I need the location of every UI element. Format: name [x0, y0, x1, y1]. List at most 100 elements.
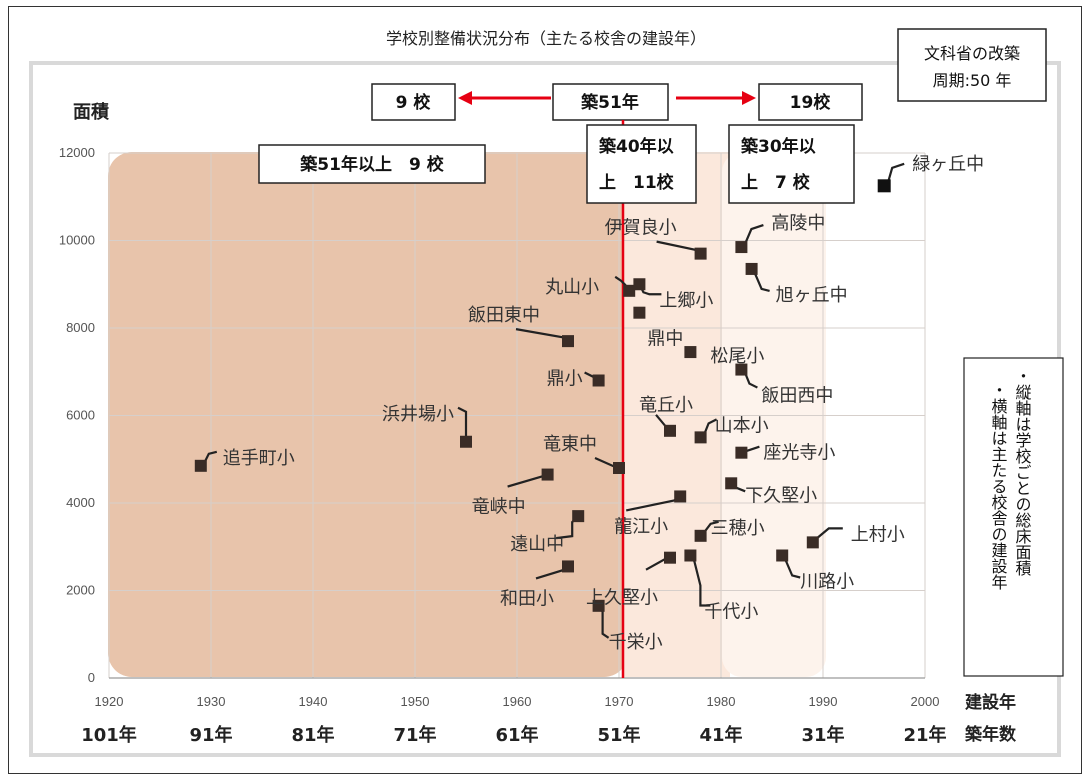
data-point-label: 竜峡中 — [472, 497, 526, 518]
data-point-label: 上郷小 — [659, 290, 713, 311]
data-point-marker — [613, 462, 625, 474]
side-note-line-1: ・縦軸は学校ごとの総床面積 — [1013, 368, 1032, 576]
y-axis-label: 面積 — [73, 101, 110, 123]
data-point-marker — [541, 468, 554, 481]
data-point-label: 飯田西中 — [761, 386, 833, 407]
data-point-marker — [694, 431, 707, 444]
data-point-label: 座光寺小 — [763, 443, 835, 464]
data-point-label: 鼎小 — [547, 369, 583, 390]
x-tick-label: 1950 — [401, 694, 430, 709]
center-age-box — [552, 83, 669, 121]
age-axis-label: 築年数 — [964, 724, 1017, 745]
center-age-text: 築51年 — [580, 92, 639, 113]
y-tick-label: 4000 — [66, 495, 95, 510]
data-point-label: 丸山小 — [545, 277, 599, 298]
x-tick-label: 1980 — [707, 694, 736, 709]
age-tick-label: 101年 — [81, 724, 137, 746]
x-tick-label: 1970 — [605, 694, 634, 709]
age-tick-label: 71年 — [393, 724, 436, 746]
data-point-label: 三穂小 — [711, 518, 765, 539]
y-tick-label: 8000 — [66, 320, 95, 335]
age-tick-label: 81年 — [291, 724, 334, 746]
x-tick-label: 1990 — [809, 694, 838, 709]
data-point-label: 竜東中 — [543, 434, 597, 455]
data-point-label: 飯田東中 — [468, 305, 540, 326]
right-count-box — [758, 83, 863, 121]
data-point-marker — [745, 262, 758, 275]
x-tick-label: 1920 — [95, 694, 124, 709]
region-40-line1: 築40年以 — [598, 136, 674, 157]
data-point-marker — [623, 284, 636, 297]
note-line-1: 文科省の改築 — [924, 44, 1020, 63]
region-51-box — [258, 144, 486, 184]
data-point-marker — [877, 179, 891, 193]
data-point-label: 松尾小 — [710, 346, 764, 367]
data-point-label: 上村小 — [851, 524, 905, 545]
left-count-text: 9 校 — [396, 92, 432, 113]
data-point-label: 山本小 — [715, 415, 769, 436]
region-51-text: 築51年以上 9 校 — [299, 154, 444, 175]
data-point-marker — [633, 278, 646, 291]
data-point-label: 伊賀良小 — [605, 218, 677, 239]
data-point-marker — [694, 247, 707, 260]
age-tick-label: 51年 — [597, 724, 640, 746]
data-point-marker — [735, 446, 748, 459]
note-line-2: 周期:50 年 — [933, 71, 1012, 90]
data-point-marker — [735, 363, 748, 376]
y-tick-label: 12000 — [59, 145, 95, 160]
data-point-marker — [633, 306, 646, 319]
age-tick-label: 21年 — [903, 724, 946, 746]
region-40-line2: 上 11校 — [599, 172, 675, 193]
side-note-box — [963, 357, 1064, 677]
data-point-label: 遠山中 — [510, 534, 564, 555]
left-count-box — [371, 83, 456, 121]
region-30-line2: 上 7 校 — [741, 172, 811, 193]
data-point-label: 緑ヶ丘中 — [912, 154, 984, 175]
data-point-label: 和田小 — [500, 588, 554, 609]
data-point-marker — [572, 510, 585, 523]
data-point-marker — [460, 435, 472, 448]
x-tick-label: 1960 — [503, 694, 532, 709]
data-point-label: 龍江小 — [614, 516, 668, 537]
region-51-plus — [108, 152, 628, 677]
data-point-label: 千栄小 — [609, 632, 663, 653]
data-point-marker — [684, 346, 697, 359]
data-point-marker — [725, 477, 738, 490]
data-point-marker — [592, 374, 605, 387]
data-point-label: 下久堅小 — [745, 485, 817, 506]
data-point-marker — [562, 560, 574, 573]
data-point-marker — [776, 549, 789, 562]
data-point-marker — [592, 599, 605, 612]
data-point-label: 追手町小 — [223, 448, 295, 469]
data-point-label: 千代小 — [704, 602, 758, 623]
region-30-line1: 築30年以 — [740, 136, 816, 157]
x-tick-label: 1940 — [299, 694, 328, 709]
note-box — [897, 28, 1047, 102]
right-arrow-head — [742, 91, 756, 105]
data-point-marker — [664, 424, 676, 437]
axis-ticks: 0 2000 4000 6000 8000 10000 12000 1920 101年 1930 9… — [59, 145, 947, 746]
data-point-label: 高陵中 — [771, 213, 825, 234]
data-point-label: 上久堅小 — [586, 588, 658, 609]
data-point-marker — [694, 529, 707, 542]
y-tick-label: 6000 — [66, 408, 95, 423]
data-point-marker — [194, 459, 207, 472]
right-count-text: 19校 — [790, 92, 832, 113]
age-tick-label: 61年 — [495, 724, 538, 746]
data-point-marker — [684, 549, 697, 562]
x-axis-label: 建設年 — [965, 692, 1016, 713]
region-30-plus — [722, 152, 826, 677]
data-point-label: 川路小 — [800, 572, 854, 593]
data-point-marker — [562, 335, 574, 348]
region-40-plus — [622, 152, 730, 677]
region-40-box — [586, 124, 697, 204]
age-tick-label: 91年 — [189, 724, 232, 746]
left-arrow-head — [458, 91, 472, 105]
x-tick-label: 2000 — [911, 694, 940, 709]
region-30-box — [728, 124, 855, 204]
data-point-label: 浜井場小 — [382, 404, 454, 425]
age-tick-label: 41年 — [699, 724, 742, 746]
age-tick-label: 31年 — [801, 724, 844, 746]
y-tick-label: 0 — [88, 670, 95, 685]
